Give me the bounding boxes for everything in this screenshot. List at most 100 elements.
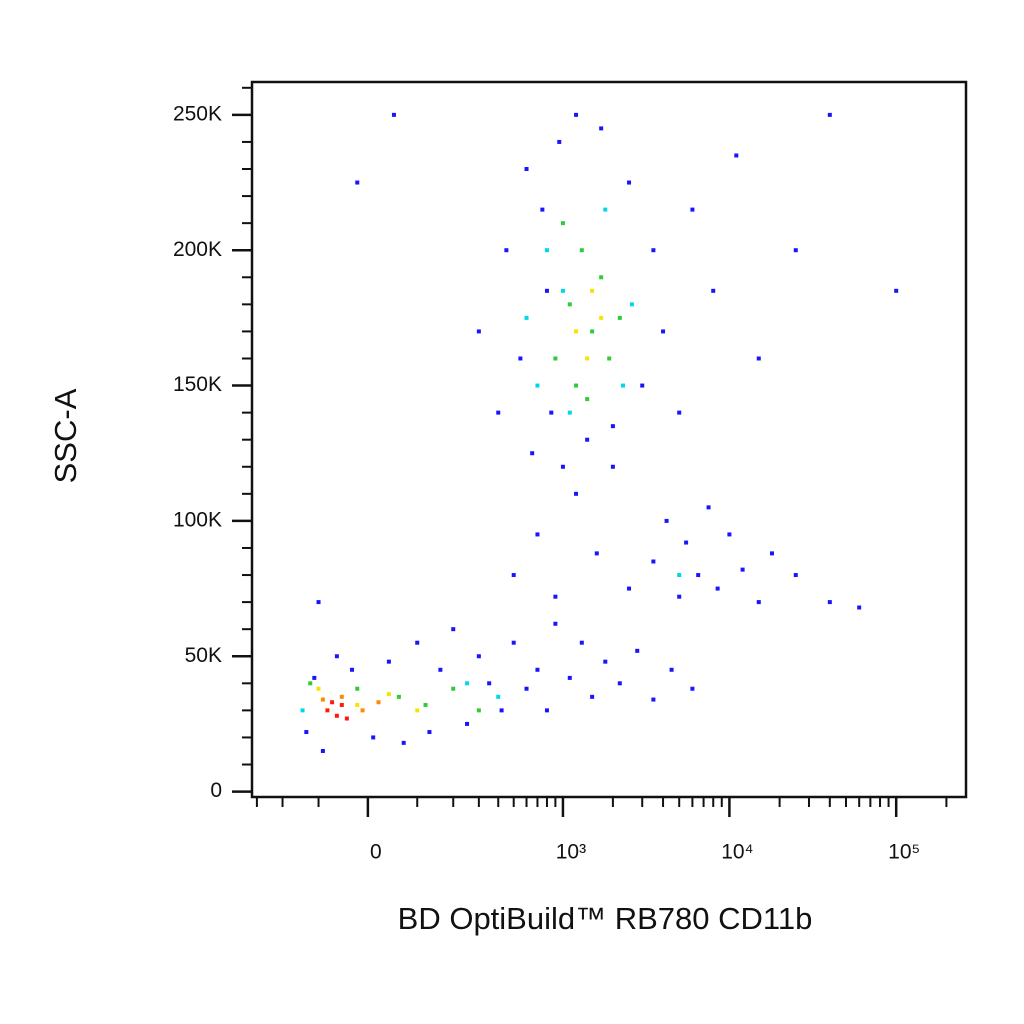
y-tick-label: 250K: [173, 102, 222, 125]
point: [627, 586, 632, 591]
y-tick-label: 200K: [173, 238, 222, 261]
point: [549, 410, 554, 415]
point: [401, 740, 406, 745]
point: [391, 112, 396, 117]
point: [706, 505, 711, 510]
point: [544, 708, 549, 713]
point: [476, 654, 481, 659]
point: [793, 573, 798, 578]
point: [617, 681, 622, 686]
point: [360, 708, 365, 713]
point: [567, 675, 572, 680]
point: [651, 697, 656, 702]
point: [651, 248, 656, 253]
point: [487, 681, 492, 686]
point: [560, 464, 565, 469]
point: [599, 126, 604, 131]
point: [504, 248, 509, 253]
point: [677, 594, 682, 599]
point: [640, 383, 645, 388]
point: [376, 700, 381, 705]
point: [524, 167, 529, 172]
point: [599, 315, 604, 320]
point: [427, 730, 432, 735]
x-tick-label: 10⁴: [721, 841, 753, 864]
point: [451, 627, 456, 632]
point: [621, 383, 626, 388]
point: [334, 713, 339, 718]
point: [756, 356, 761, 361]
point: [499, 708, 504, 713]
point: [350, 667, 355, 672]
point: [574, 383, 579, 388]
point: [590, 694, 595, 699]
point: [312, 675, 317, 680]
x-tick-label: 0: [370, 841, 382, 864]
point: [344, 716, 349, 721]
point: [894, 288, 899, 293]
point: [511, 573, 516, 578]
point: [607, 356, 612, 361]
point: [511, 640, 516, 645]
point: [727, 532, 732, 537]
point: [553, 594, 558, 599]
point: [355, 686, 360, 691]
point: [355, 702, 360, 707]
point: [415, 708, 420, 713]
point: [386, 659, 391, 664]
point: [423, 702, 428, 707]
point: [585, 437, 590, 442]
point: [684, 540, 689, 545]
point: [524, 686, 529, 691]
point: [451, 686, 456, 691]
point: [396, 694, 401, 699]
point: [574, 491, 579, 496]
x-tick-label: 10³: [556, 841, 586, 864]
point: [567, 410, 572, 415]
point: [535, 532, 540, 537]
point: [553, 356, 558, 361]
point: [769, 551, 774, 556]
point: [300, 708, 305, 713]
point: [740, 567, 745, 572]
point: [535, 667, 540, 672]
point: [535, 383, 540, 388]
point: [629, 302, 634, 307]
point: [715, 586, 720, 591]
point: [320, 748, 325, 753]
point: [579, 640, 584, 645]
point: [316, 600, 321, 605]
point: [560, 221, 565, 226]
point: [711, 288, 716, 293]
point: [415, 640, 420, 645]
point: [610, 424, 615, 429]
point: [756, 600, 761, 605]
point: [304, 730, 309, 735]
point: [476, 708, 481, 713]
point: [355, 180, 360, 185]
point: [544, 248, 549, 253]
point: [585, 397, 590, 402]
point: [330, 700, 335, 705]
point: [617, 315, 622, 320]
point: [585, 356, 590, 361]
point: [610, 464, 615, 469]
point: [579, 248, 584, 253]
point: [590, 329, 595, 334]
point: [603, 207, 608, 212]
point: [465, 681, 470, 686]
point: [339, 694, 344, 699]
point: [827, 112, 832, 117]
point: [669, 667, 674, 672]
point: [308, 681, 313, 686]
y-tick-label: 0: [210, 779, 222, 802]
point: [540, 207, 545, 212]
point: [594, 551, 599, 556]
point: [316, 686, 321, 691]
point: [599, 275, 604, 280]
point: [386, 692, 391, 697]
point: [325, 708, 330, 713]
point: [857, 605, 862, 610]
x-tick-label: 10⁵: [888, 841, 920, 864]
